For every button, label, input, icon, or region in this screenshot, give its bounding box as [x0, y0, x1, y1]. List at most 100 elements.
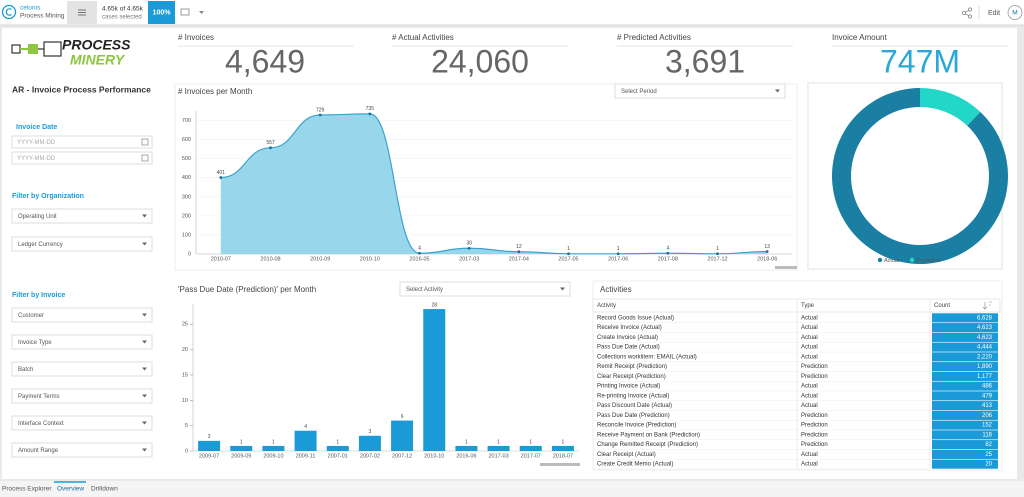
legend-swatch — [877, 257, 883, 263]
table-cell: 206 — [982, 413, 993, 419]
column-header[interactable]: Count — [934, 303, 950, 309]
data-label: 1 — [240, 439, 243, 445]
dropdown-caret — [142, 421, 147, 425]
count-cell — [932, 440, 998, 450]
column-header[interactable]: Type — [801, 303, 815, 309]
tab[interactable]: Drilldown — [91, 486, 118, 493]
kpi-label: # Invoices — [178, 33, 214, 42]
dropdown-label: Customer — [18, 313, 44, 319]
x-tick-label: 2017-03 — [459, 256, 479, 262]
table-cell: Re-printing Invoice (Actual) — [597, 393, 669, 399]
kpi-value: 747M — [880, 43, 960, 79]
dropdown-caret — [142, 313, 147, 317]
count-cell — [932, 430, 998, 440]
company-logo — [11, 41, 62, 57]
y-tick-label: 15 — [182, 372, 188, 378]
tab[interactable]: Process Explorer — [2, 486, 52, 493]
dropdown[interactable] — [11, 334, 153, 350]
scrollbar[interactable] — [775, 266, 797, 269]
dropdown[interactable] — [614, 83, 786, 99]
x-tick-label: 2010-09 — [310, 256, 330, 262]
dropdown[interactable] — [11, 388, 153, 404]
data-label: 1 — [497, 439, 500, 445]
table-cell: Actual — [801, 403, 818, 409]
dropdown-caret — [142, 242, 147, 246]
data-label: 12 — [516, 244, 522, 250]
y-tick-label: 400 — [182, 175, 191, 181]
selection-caret[interactable] — [199, 11, 204, 14]
count-cell — [932, 323, 998, 333]
bar — [294, 430, 317, 451]
dropdown[interactable] — [11, 208, 153, 224]
x-tick-label: 2010-07 — [211, 256, 231, 262]
table-cell: 1,890 — [977, 364, 993, 370]
x-tick-label: 2018-06 — [757, 256, 777, 262]
data-point — [616, 252, 620, 256]
date-input[interactable] — [11, 151, 153, 165]
table-cell: Actual — [801, 384, 818, 390]
edit-button[interactable]: Edit — [988, 10, 1000, 17]
dropdown[interactable] — [11, 415, 153, 431]
sort-icon[interactable] — [982, 301, 992, 310]
selection: 4.65k of 4.65k — [102, 6, 144, 13]
y-tick-label: 0 — [185, 448, 188, 454]
count-cell — [932, 332, 998, 342]
dropdown-label: Amount Range — [18, 448, 59, 454]
data-label: 4 — [418, 246, 421, 252]
x-tick-label: 2016-05 — [409, 256, 429, 262]
table-cell: 6,628 — [977, 315, 993, 321]
date-placeholder: YYYY-MM-DD — [17, 140, 56, 146]
data-label: 1 — [529, 439, 532, 445]
data-label: 4 — [666, 246, 669, 252]
table-cell: Prediction — [801, 423, 828, 429]
count-cell — [932, 313, 998, 323]
dropdown-caret — [142, 448, 147, 452]
scrollbar[interactable] — [540, 463, 580, 466]
count-cell — [932, 449, 998, 459]
table-cell: Prediction — [801, 374, 828, 380]
dropdown[interactable] — [399, 281, 571, 297]
date-input[interactable] — [11, 135, 153, 149]
dropdown[interactable] — [11, 236, 153, 252]
y-tick-label: 500 — [182, 156, 191, 162]
table-cell: 479 — [982, 393, 993, 399]
dropdown[interactable] — [11, 442, 153, 458]
share-icon[interactable] — [962, 7, 973, 19]
x-tick-label: 2010-10 — [424, 453, 444, 459]
data-label: 729 — [316, 107, 325, 113]
data-label: 30 — [466, 241, 472, 247]
table-cell: Record Goods Issue (Actual) — [597, 315, 674, 321]
chart-title: 'Pass Due Date (Prediction)' per Month — [178, 285, 316, 294]
table-cell: 413 — [982, 403, 993, 409]
data-label: 2 — [208, 434, 211, 440]
x-tick-label: 2007-12 — [392, 453, 412, 459]
dropdown-caret — [142, 367, 147, 371]
data-label: 1 — [617, 246, 620, 252]
x-tick-label: 2016-06 — [456, 453, 476, 459]
kpi-value: 4,649 — [225, 43, 305, 79]
percent-badge — [148, 1, 175, 24]
data-label: 1 — [716, 246, 719, 252]
dropdown[interactable] — [11, 361, 153, 377]
tab[interactable]: Overview — [57, 486, 84, 493]
table-cell: 2,220 — [977, 354, 993, 360]
y-tick-label: 100 — [182, 232, 191, 238]
column-header[interactable]: Activity — [597, 303, 616, 309]
logo-bottom: MINERY — [70, 52, 126, 68]
section-heading: Filter by Invoice — [12, 292, 65, 299]
table-cell: Actual — [801, 393, 818, 399]
table-cell: Prediction — [801, 413, 828, 419]
selection-icon[interactable] — [180, 8, 190, 16]
table-cell: 25 — [985, 452, 992, 458]
bar — [487, 445, 510, 451]
x-tick-label: 2009-09 — [231, 453, 251, 459]
data-point — [567, 252, 570, 256]
avatar[interactable] — [1007, 5, 1023, 20]
count-cell — [932, 459, 998, 469]
table-cell: Create Credit Memo (Actual) — [597, 462, 673, 468]
table-cell: Pass Due Date (Actual) — [597, 345, 660, 351]
dropdown[interactable] — [11, 307, 153, 323]
brand: celonis — [20, 5, 41, 12]
count-cell — [932, 420, 998, 430]
